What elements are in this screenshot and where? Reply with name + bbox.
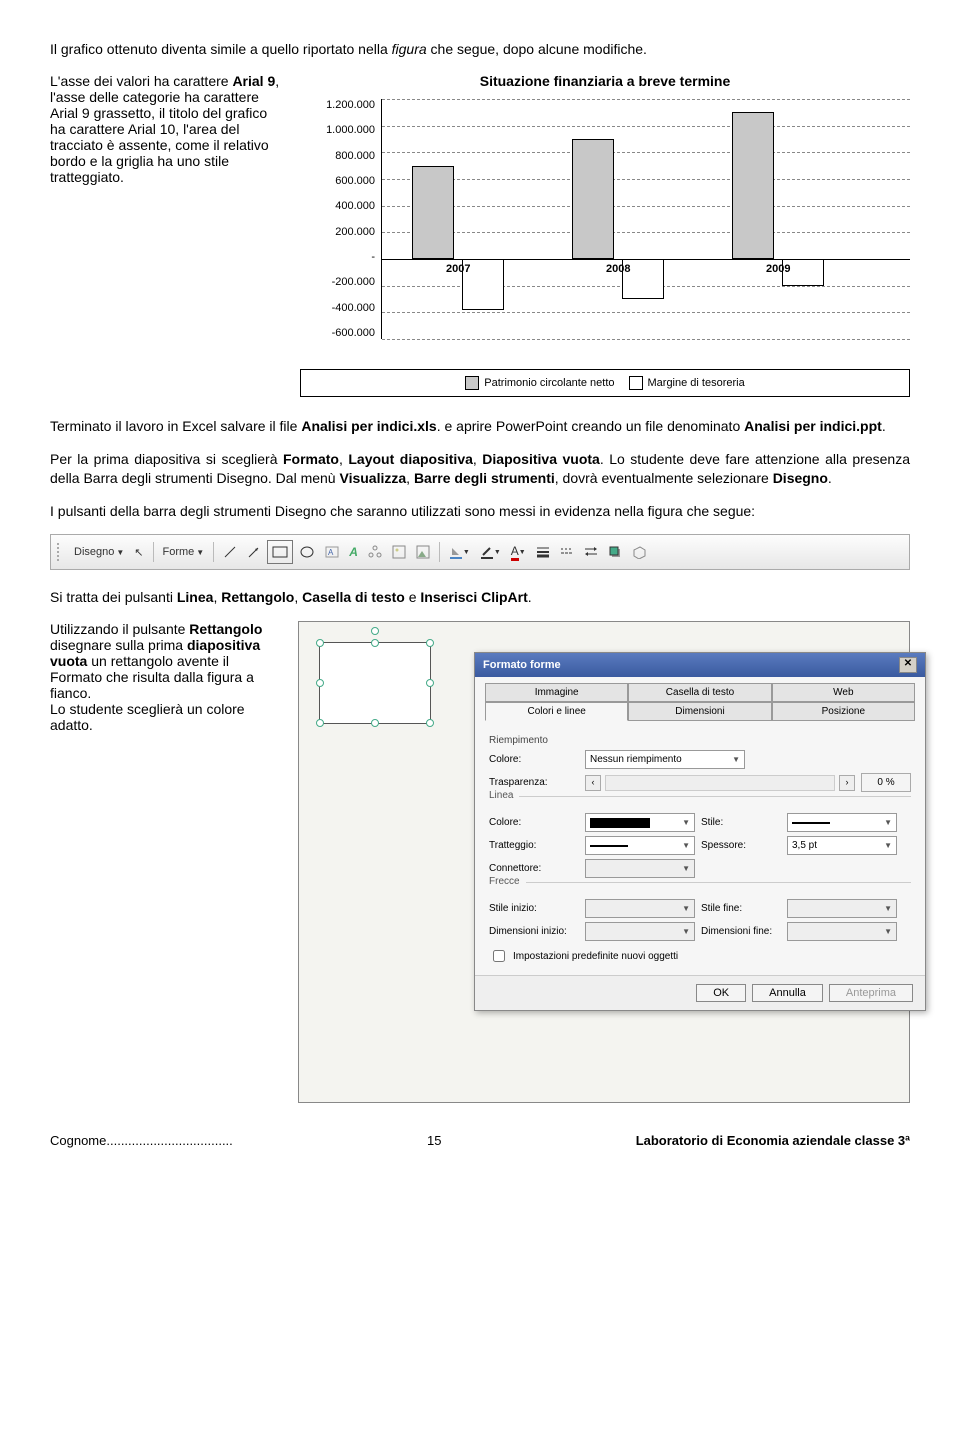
- 3d-icon[interactable]: [628, 541, 650, 563]
- begin-size-dropdown[interactable]: ▼: [585, 922, 695, 941]
- transparency-value[interactable]: 0 %: [861, 773, 911, 792]
- annulla-button[interactable]: Annulla: [752, 984, 823, 1002]
- label-spessore: Spessore:: [701, 840, 781, 851]
- para3: Per la prima diapositiva si sceglierà Fo…: [50, 450, 910, 488]
- oval-icon[interactable]: [295, 541, 319, 563]
- forme-menu[interactable]: Forme ▼: [159, 541, 209, 563]
- dialog-titlebar: Formato forme ✕: [475, 653, 925, 677]
- page-footer: Cognome.................................…: [50, 1133, 910, 1148]
- ok-button[interactable]: OK: [696, 984, 746, 1002]
- left-text: L'asse dei valori ha carattere Arial 9, …: [50, 73, 280, 397]
- intro-paragraph: Il grafico ottenuto diventa simile a que…: [50, 40, 910, 59]
- footer-page: 15: [427, 1133, 441, 1148]
- format-shape-dialog: Formato forme ✕ Immagine Casella di test…: [474, 652, 926, 1011]
- font-color-icon[interactable]: A▼: [507, 541, 530, 563]
- shadow-icon[interactable]: [604, 541, 626, 563]
- plot-area: 200720082009: [381, 99, 910, 339]
- end-style-dropdown[interactable]: ▼: [787, 899, 897, 918]
- group-riempimento: Riempimento: [489, 735, 911, 746]
- begin-style-dropdown[interactable]: ▼: [585, 899, 695, 918]
- clipart-icon[interactable]: [388, 541, 410, 563]
- toolbar-handle-icon: [57, 543, 64, 561]
- arrow-style-icon[interactable]: [580, 541, 602, 563]
- picture-icon[interactable]: [412, 541, 434, 563]
- connector-dropdown[interactable]: ▼: [585, 859, 695, 878]
- legend-item-2: Margine di tesoreria: [648, 377, 745, 389]
- footer-left: Cognome.................................…: [50, 1133, 233, 1148]
- end-size-dropdown[interactable]: ▼: [787, 922, 897, 941]
- slide-canvas: Formato forme ✕ Immagine Casella di test…: [298, 621, 910, 1103]
- legend-item-1: Patrimonio circolante netto: [484, 377, 614, 389]
- para2: Terminato il lavoro in Excel salvare il …: [50, 417, 910, 436]
- label-dim-fine: Dimensioni fine:: [701, 926, 781, 937]
- tab-immagine[interactable]: Immagine: [485, 683, 628, 702]
- line-weight-icon[interactable]: [532, 541, 554, 563]
- line-color-icon[interactable]: ▼: [476, 541, 505, 563]
- diagram-icon[interactable]: [364, 541, 386, 563]
- slider-track[interactable]: [605, 775, 835, 791]
- group-linea: Linea: [489, 790, 519, 801]
- fill-color-icon[interactable]: ▼: [445, 541, 474, 563]
- rectangle-icon[interactable]: [267, 540, 293, 564]
- select-icon[interactable]: ↖: [130, 541, 147, 563]
- chart: Situazione finanziaria a breve termine 1…: [300, 73, 910, 397]
- line-icon[interactable]: [219, 541, 241, 563]
- group-frecce: Frecce: [489, 876, 526, 887]
- slider-right-icon[interactable]: ›: [839, 775, 855, 791]
- label-default: Impostazioni predefinite nuovi oggetti: [513, 951, 678, 962]
- close-icon[interactable]: ✕: [899, 657, 917, 673]
- y-axis: 1.200.0001.000.000800.000600.000400.0002…: [300, 99, 381, 339]
- label-stile-inizio: Stile inizio:: [489, 903, 579, 914]
- label-dim-inizio: Dimensioni inizio:: [489, 926, 579, 937]
- label-stile: Stile:: [701, 817, 781, 828]
- wordart-icon[interactable]: A: [345, 541, 362, 563]
- anteprima-button[interactable]: Anteprima: [829, 984, 913, 1002]
- para5: Si tratta dei pulsanti Linea, Rettangolo…: [50, 588, 910, 607]
- tab-posizione[interactable]: Posizione: [772, 702, 915, 721]
- svg-text:A: A: [328, 548, 334, 557]
- footer-right: Laboratorio di Economia aziendale classe…: [636, 1133, 910, 1148]
- line-style-dropdown[interactable]: ▼: [787, 813, 897, 832]
- arrow-icon[interactable]: [243, 541, 265, 563]
- chart-row: L'asse dei valori ha carattere Arial 9, …: [50, 73, 910, 397]
- para4: I pulsanti della barra degli strumenti D…: [50, 502, 910, 521]
- textbox-icon[interactable]: A: [321, 541, 343, 563]
- weight-input[interactable]: 3,5 pt▼: [787, 836, 897, 855]
- chart-title: Situazione finanziaria a breve termine: [300, 73, 910, 89]
- slider-left-icon[interactable]: ‹: [585, 775, 601, 791]
- tab-dimensioni[interactable]: Dimensioni: [628, 702, 771, 721]
- tab-colori[interactable]: Colori e linee: [485, 702, 628, 721]
- label-trasparenza: Trasparenza:: [489, 777, 579, 788]
- label-stile-fine: Stile fine:: [701, 903, 781, 914]
- drawn-rectangle[interactable]: [319, 642, 431, 724]
- dialog-title-text: Formato forme: [483, 659, 561, 671]
- line-color-dropdown[interactable]: ▼: [585, 813, 695, 832]
- label-line-colore: Colore:: [489, 817, 579, 828]
- dash-style-icon[interactable]: [556, 541, 578, 563]
- default-checkbox[interactable]: [493, 950, 505, 962]
- disegno-menu[interactable]: Disegno ▼: [70, 541, 128, 563]
- para6: Utilizzando il pulsante Rettangolo diseg…: [50, 621, 280, 1103]
- chart-legend: Patrimonio circolante netto Margine di t…: [300, 369, 910, 397]
- tab-casella[interactable]: Casella di testo: [628, 683, 771, 702]
- label-connettore: Connettore:: [489, 863, 579, 874]
- label-tratteggio: Tratteggio:: [489, 840, 579, 851]
- dash-dropdown[interactable]: ▼: [585, 836, 695, 855]
- tab-web[interactable]: Web: [772, 683, 915, 702]
- drawing-toolbar: Disegno ▼ ↖ Forme ▼ A A ▼ ▼ A▼: [50, 534, 910, 570]
- label-colore: Colore:: [489, 754, 579, 765]
- fill-color-dropdown[interactable]: Nessun riempimento▼: [585, 750, 745, 769]
